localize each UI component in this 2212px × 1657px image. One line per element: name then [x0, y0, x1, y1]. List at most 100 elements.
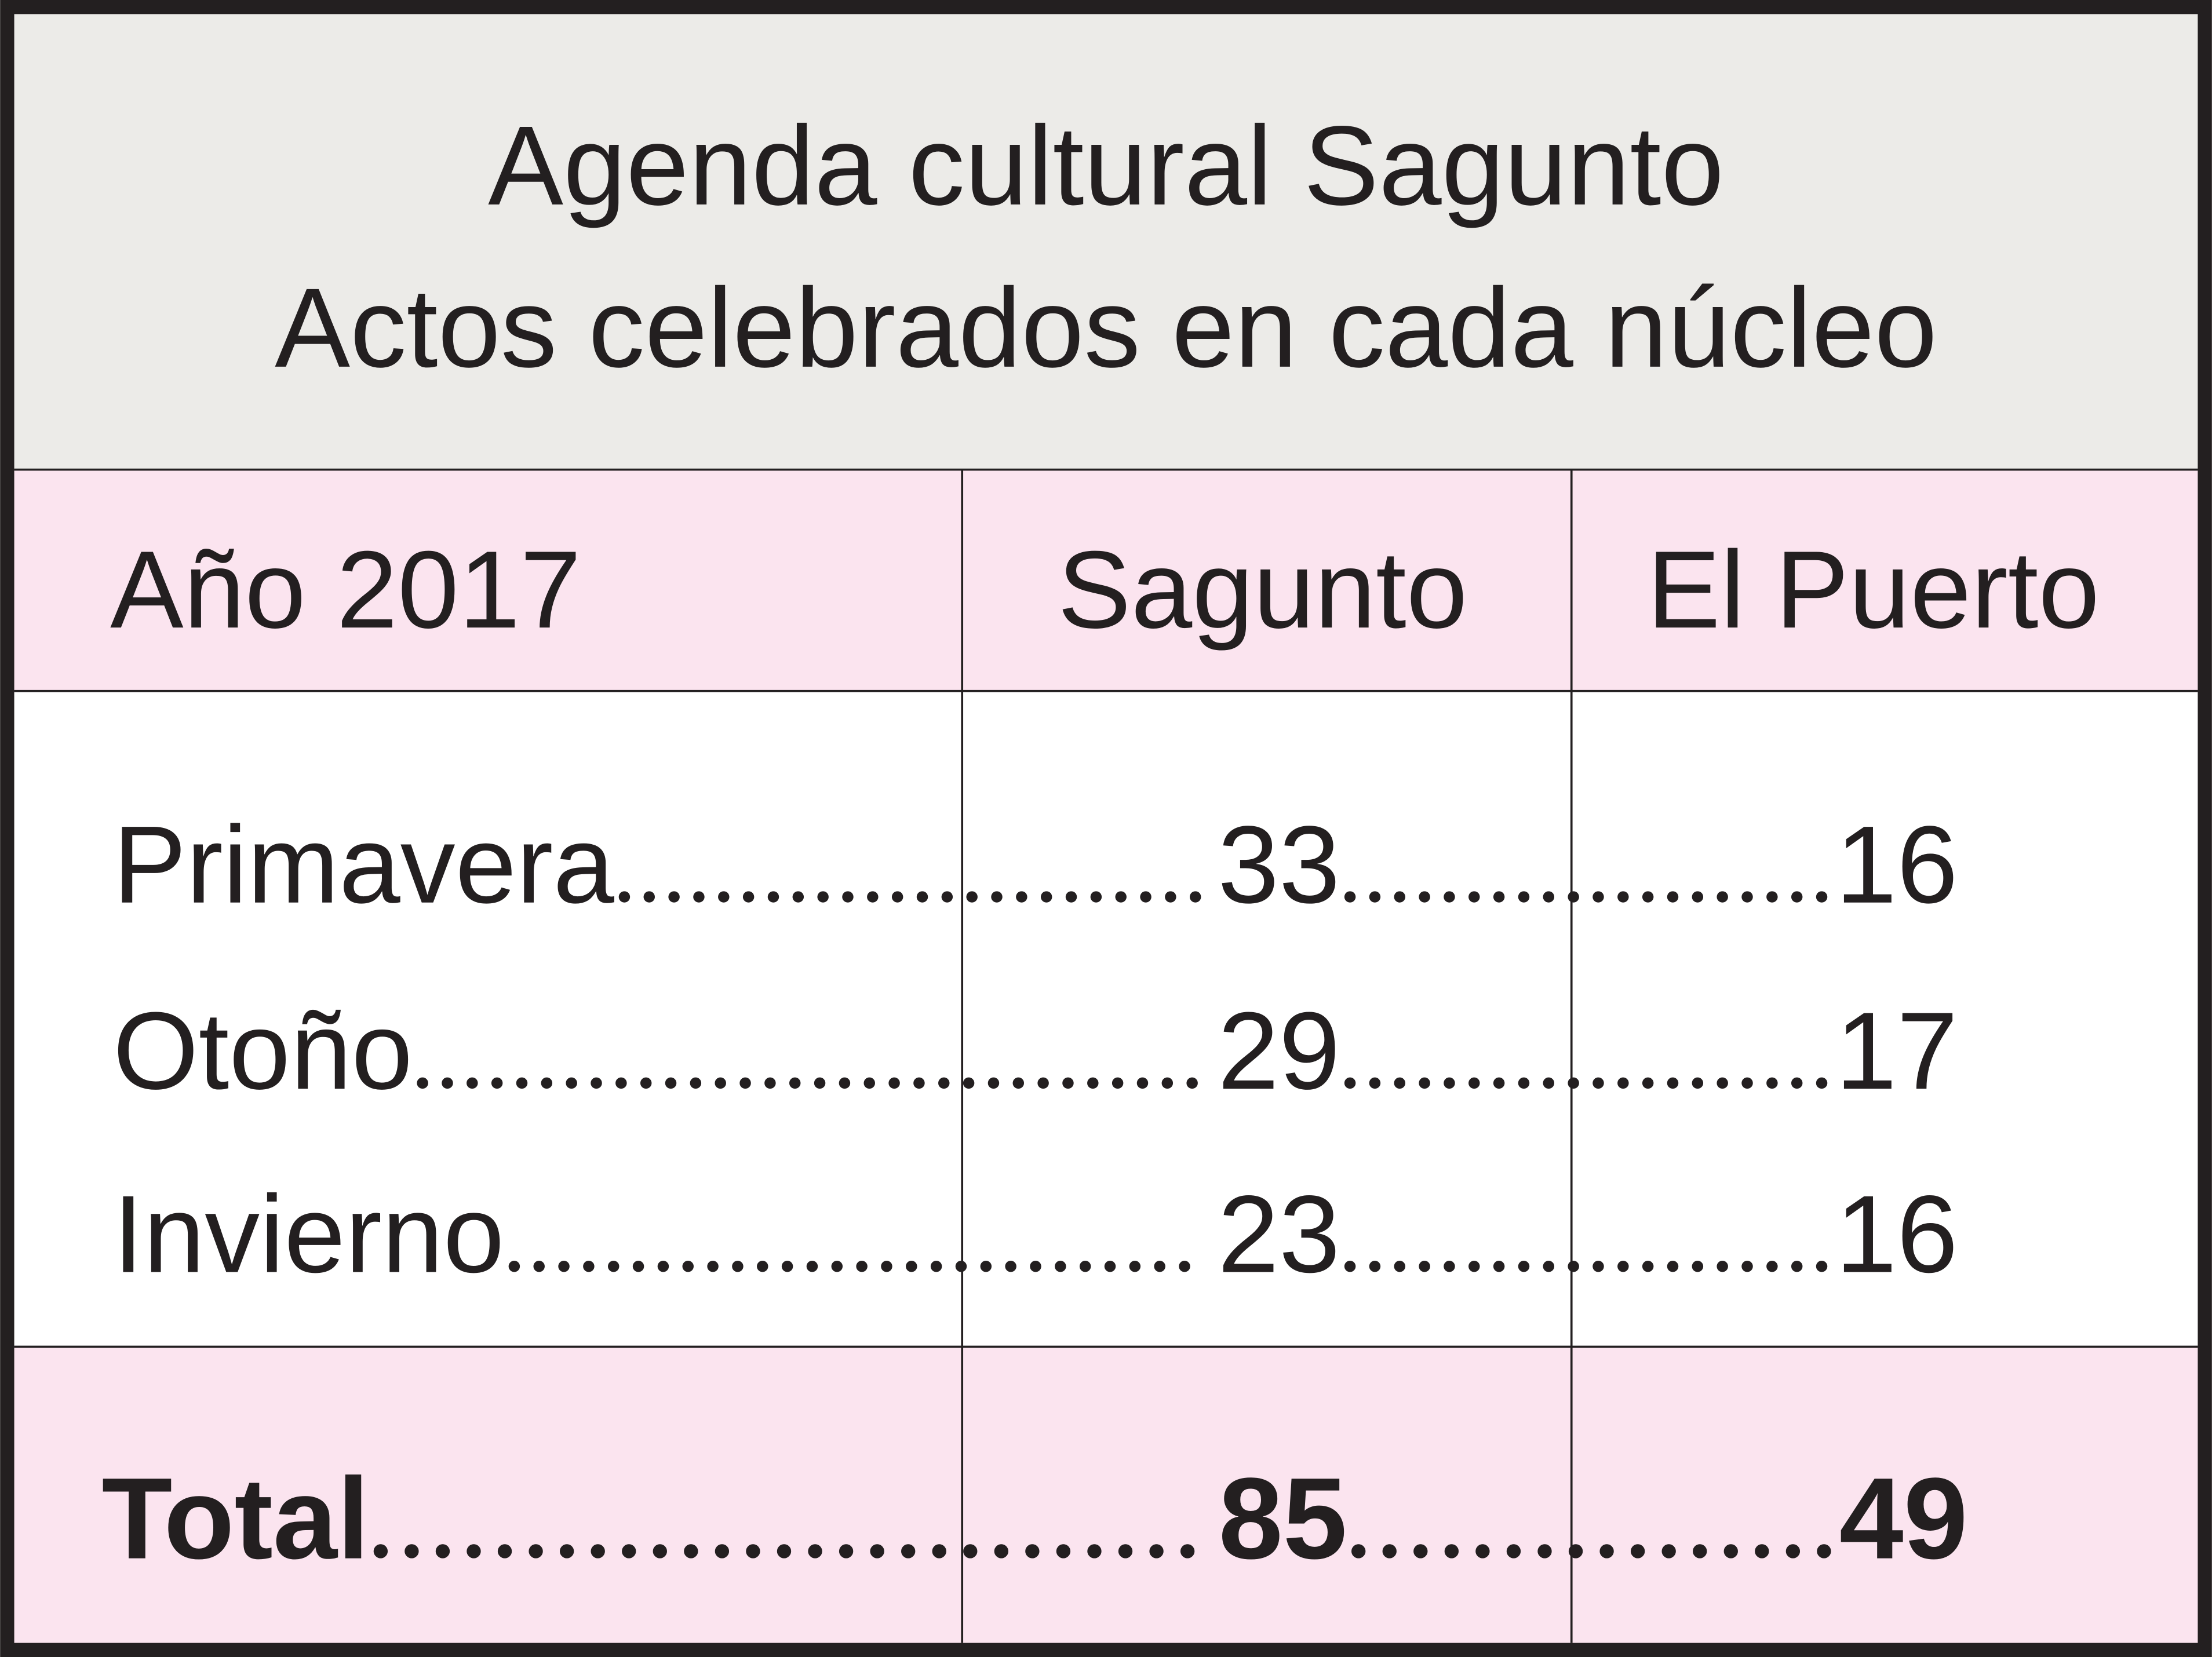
leader-dot — [1055, 1261, 1066, 1272]
leader-dot — [1468, 1077, 1480, 1089]
leader-dot — [1817, 1544, 1831, 1559]
leader-dot — [881, 1261, 892, 1272]
leader-dot — [808, 1544, 822, 1559]
leader-dot — [1791, 1077, 1803, 1089]
leader-dot — [1161, 1077, 1174, 1089]
leader-dot — [1741, 1077, 1753, 1089]
leader-dot — [1012, 1077, 1025, 1089]
leader-dot — [764, 1077, 776, 1089]
leader-dot — [916, 891, 928, 903]
leader-dot — [1419, 891, 1430, 903]
leader-dot — [932, 1544, 946, 1559]
leader-dot — [715, 1544, 730, 1559]
leader-dot — [994, 1544, 1009, 1559]
leader-dot — [1394, 1261, 1406, 1272]
leader-dot — [1791, 1261, 1803, 1272]
leader-dot — [1599, 1544, 1614, 1559]
leader-dot — [1344, 1077, 1356, 1089]
leader-dot — [1468, 891, 1480, 903]
leader-dot — [1419, 1077, 1430, 1089]
leader-dot — [1791, 891, 1803, 903]
leader-dot — [558, 1261, 570, 1272]
leader-dot — [987, 1077, 1000, 1089]
leader-dot — [1444, 891, 1455, 903]
leader-dot — [991, 891, 1003, 903]
leader-dot — [1568, 1544, 1583, 1559]
leader-dot — [767, 891, 779, 903]
leader-dot — [792, 891, 804, 903]
leader-dot — [814, 1077, 826, 1089]
leader-dot — [891, 891, 903, 903]
leader-dot — [1025, 1544, 1040, 1559]
leader-dot — [1766, 891, 1778, 903]
leader-dot — [1617, 1077, 1629, 1089]
leader-dot — [1030, 1261, 1041, 1272]
leader-dot — [715, 1077, 726, 1089]
leader-dot — [615, 1077, 627, 1089]
cell-value: 33 — [1218, 804, 1340, 926]
leader-dot — [1766, 1261, 1778, 1272]
leader-dot — [1537, 1544, 1552, 1559]
leader-dot — [789, 1077, 801, 1089]
column-header: El Puerto — [1647, 528, 2100, 651]
leader-dot — [870, 1544, 884, 1559]
leader-dot — [1369, 1261, 1381, 1272]
column-header: Sagunto — [1058, 528, 1467, 651]
row-label: Primavera — [113, 804, 614, 926]
leader-dot — [1136, 1077, 1149, 1089]
leader-dot — [1816, 1077, 1828, 1089]
title-line: Agenda cultural Sagunto — [488, 103, 1724, 229]
leader-dot — [1493, 891, 1505, 903]
leader-dot — [404, 1544, 419, 1559]
leader-dot — [856, 1261, 868, 1272]
leader-dot — [963, 1544, 978, 1559]
leader-dot — [508, 1261, 520, 1272]
column-header: Año 2017 — [110, 528, 581, 651]
leader-dot — [1593, 1261, 1604, 1272]
leader-dot — [839, 1077, 851, 1089]
leader-dot — [1129, 1261, 1141, 1272]
leader-dot — [1692, 891, 1704, 903]
leader-dot — [1667, 1077, 1679, 1089]
leader-dot — [1617, 1261, 1629, 1272]
leader-dot — [1568, 1077, 1579, 1089]
leader-dot — [497, 1544, 512, 1559]
leader-dot — [1090, 891, 1102, 903]
leader-dot — [622, 1544, 636, 1559]
leader-dot — [1717, 891, 1728, 903]
leader-dot — [817, 891, 829, 903]
leader-dot — [1568, 891, 1579, 903]
rows: Primavera 33 16 Otoño 29 17 Invierno 23 16 Total 8… — [101, 804, 1967, 1583]
leader-dot — [707, 1261, 719, 1272]
leader-dot — [1468, 1261, 1480, 1272]
leader-dot — [653, 1544, 667, 1559]
leader-dot — [1344, 1261, 1356, 1272]
leader-dot — [1016, 891, 1027, 903]
leader-dot — [529, 1544, 543, 1559]
leader-dot — [1593, 891, 1604, 903]
leader-dot — [901, 1544, 916, 1559]
leader-dot — [1667, 891, 1679, 903]
leader-dot — [657, 1261, 669, 1272]
leader-dot — [938, 1077, 950, 1089]
leader-dot — [1118, 1544, 1133, 1559]
leader-dot — [842, 891, 854, 903]
leader-dot — [1543, 1077, 1555, 1089]
leader-dot — [1741, 891, 1753, 903]
cell-value: 29 — [1218, 990, 1340, 1112]
leader-dot — [1661, 1544, 1676, 1559]
cell-value: 16 — [1835, 1173, 1958, 1296]
leader-dot — [1518, 891, 1530, 903]
leader-dot — [665, 1077, 677, 1089]
leader-dot — [1518, 1077, 1530, 1089]
leader-dot — [1413, 1544, 1428, 1559]
row-label: Total — [101, 1454, 369, 1583]
leader-dot — [930, 1261, 942, 1272]
leader-dot — [618, 891, 631, 903]
leader-dot — [1692, 1077, 1704, 1089]
leader-dot — [1369, 891, 1381, 903]
rules — [14, 468, 2198, 1643]
leader-dot — [435, 1544, 450, 1559]
leader-dot — [1087, 1077, 1099, 1089]
